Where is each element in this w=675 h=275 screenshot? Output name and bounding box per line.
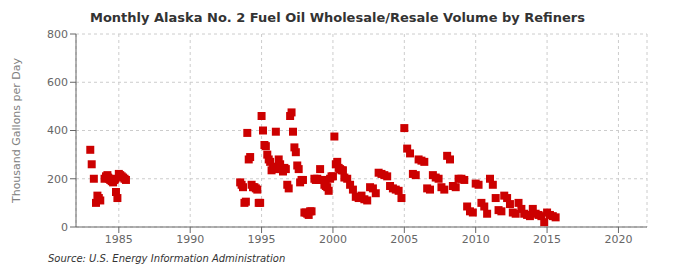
svg-text:2020: 2020 xyxy=(604,233,632,246)
html-text:Monthly Alaska No. 2 Fuel Oil: Monthly Alaska No. 2 Fuel Oil Wholesale/… xyxy=(90,10,585,25)
svg-text:0: 0 xyxy=(61,221,68,234)
svg-text:2010: 2010 xyxy=(462,233,490,246)
svg-text:2015: 2015 xyxy=(533,233,561,246)
svg-text:2005: 2005 xyxy=(390,233,418,246)
svg-text:600: 600 xyxy=(47,76,68,89)
svg-text:Thousand Gallons per Day: Thousand Gallons per Day xyxy=(10,57,23,204)
html-text:Source: U.S. Energy Informatio: Source: U.S. Energy Information Administ… xyxy=(48,253,286,264)
svg-text:1985: 1985 xyxy=(105,233,133,246)
svg-text:800: 800 xyxy=(47,28,68,41)
svg-text:200: 200 xyxy=(47,173,68,186)
svg-text:2000: 2000 xyxy=(319,233,347,246)
svg-text:1990: 1990 xyxy=(176,233,204,246)
svg-text:1995: 1995 xyxy=(248,233,276,246)
svg-text:400: 400 xyxy=(47,124,68,137)
